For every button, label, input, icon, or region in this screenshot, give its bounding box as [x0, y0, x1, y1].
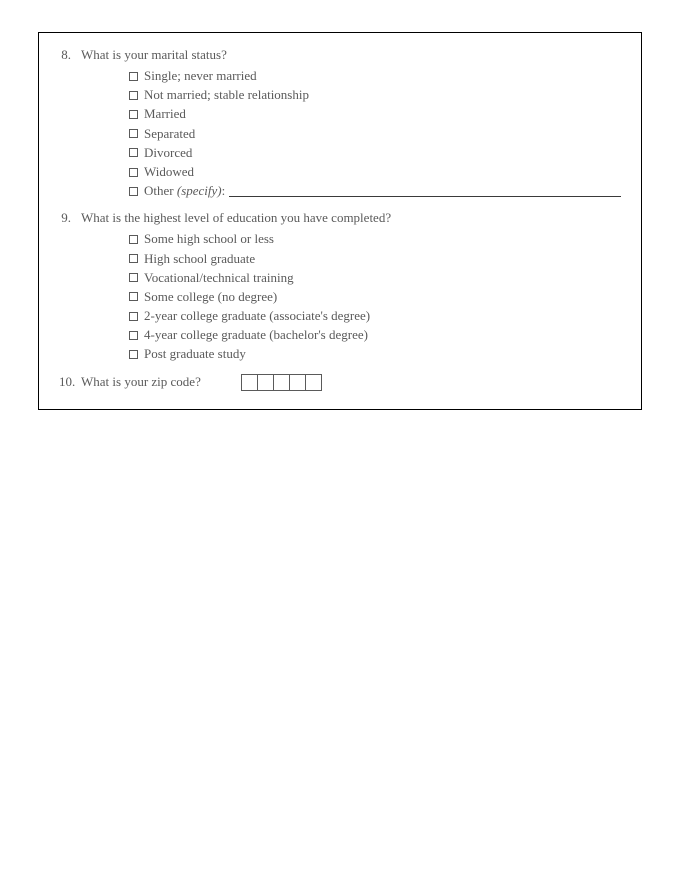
zip-digit-box[interactable] [273, 374, 290, 391]
question-9: 9. What is the highest level of educatio… [59, 210, 621, 363]
q9-options: Some high school or less High school gra… [129, 230, 621, 363]
other-fill-line[interactable] [229, 185, 621, 197]
checkbox-icon[interactable] [129, 235, 138, 244]
checkbox-icon[interactable] [129, 187, 138, 196]
other-specify: (specify) [177, 183, 222, 198]
option-label: Vocational/technical training [144, 269, 294, 287]
option-row: Vocational/technical training [129, 269, 621, 287]
zip-digit-box[interactable] [305, 374, 322, 391]
option-label: Some college (no degree) [144, 288, 277, 306]
checkbox-icon[interactable] [129, 129, 138, 138]
option-row: Not married; stable relationship [129, 86, 621, 104]
checkbox-icon[interactable] [129, 110, 138, 119]
survey-form-box: 8. What is your marital status? Single; … [38, 32, 642, 410]
question-number: 9. [59, 210, 81, 226]
checkbox-icon[interactable] [129, 148, 138, 157]
option-row-other: Other (specify): [129, 182, 621, 200]
option-label: Single; never married [144, 67, 257, 85]
option-row: High school graduate [129, 250, 621, 268]
other-prefix: Other [144, 183, 177, 198]
checkbox-icon[interactable] [129, 91, 138, 100]
option-label: 4-year college graduate (bachelor's degr… [144, 326, 368, 344]
checkbox-icon[interactable] [129, 168, 138, 177]
zip-digit-box[interactable] [257, 374, 274, 391]
option-row: Some high school or less [129, 230, 621, 248]
checkbox-icon[interactable] [129, 273, 138, 282]
option-label: Divorced [144, 144, 192, 162]
option-label: Not married; stable relationship [144, 86, 309, 104]
option-label: 2-year college graduate (associate's deg… [144, 307, 370, 325]
option-label: High school graduate [144, 250, 255, 268]
question-text: What is your zip code? [81, 374, 201, 390]
zip-digit-box[interactable] [241, 374, 258, 391]
option-row: 2-year college graduate (associate's deg… [129, 307, 621, 325]
zip-digit-box[interactable] [289, 374, 306, 391]
option-row: Divorced [129, 144, 621, 162]
option-label: Post graduate study [144, 345, 246, 363]
option-row: 4-year college graduate (bachelor's degr… [129, 326, 621, 344]
option-row: Separated [129, 125, 621, 143]
question-number: 8. [59, 47, 81, 63]
checkbox-icon[interactable] [129, 312, 138, 321]
question-number: 10. [59, 374, 81, 390]
option-label-other: Other (specify): [144, 182, 225, 200]
option-row: Some college (no degree) [129, 288, 621, 306]
option-label: Some high school or less [144, 230, 274, 248]
option-label: Married [144, 105, 186, 123]
option-row: Post graduate study [129, 345, 621, 363]
question-10: 10. What is your zip code? [59, 374, 621, 391]
q8-options: Single; never married Not married; stabl… [129, 67, 621, 200]
checkbox-icon[interactable] [129, 350, 138, 359]
option-label: Widowed [144, 163, 194, 181]
option-row: Single; never married [129, 67, 621, 85]
checkbox-icon[interactable] [129, 331, 138, 340]
option-row: Widowed [129, 163, 621, 181]
question-8: 8. What is your marital status? Single; … [59, 47, 621, 200]
option-label: Separated [144, 125, 195, 143]
other-colon: : [222, 183, 226, 198]
question-text: What is your marital status? [81, 47, 621, 63]
checkbox-icon[interactable] [129, 72, 138, 81]
checkbox-icon[interactable] [129, 254, 138, 263]
zip-input-boxes [241, 374, 322, 391]
checkbox-icon[interactable] [129, 292, 138, 301]
question-text: What is the highest level of education y… [81, 210, 621, 226]
option-row: Married [129, 105, 621, 123]
